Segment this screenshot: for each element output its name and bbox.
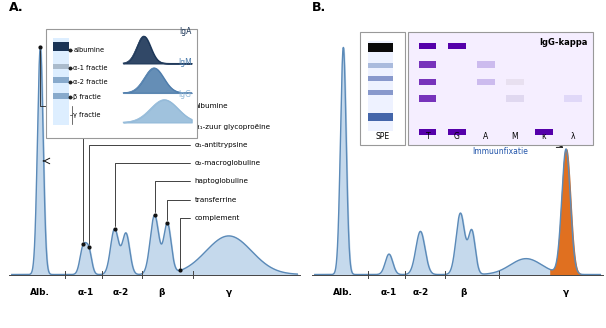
Text: IgM: IgM	[178, 58, 191, 67]
Bar	[419, 61, 436, 68]
Bar	[419, 129, 436, 135]
Bar	[477, 79, 494, 86]
Bar	[368, 113, 393, 121]
Text: β: β	[460, 288, 467, 297]
Text: A.: A.	[9, 1, 24, 14]
Bar	[53, 77, 69, 83]
Text: γ: γ	[563, 288, 569, 297]
Bar	[506, 79, 524, 86]
Text: G: G	[454, 132, 460, 140]
Bar	[46, 29, 198, 138]
Bar	[53, 93, 69, 99]
Text: α-1: α-1	[381, 288, 397, 297]
Bar	[408, 31, 593, 145]
Text: α-2 fractie: α-2 fractie	[73, 79, 108, 85]
Text: Alb.: Alb.	[30, 288, 50, 297]
Text: α-1: α-1	[78, 288, 94, 297]
Text: A: A	[483, 132, 488, 140]
Text: α₁-zuur glycoproëine: α₁-zuur glycoproëine	[195, 124, 270, 130]
Text: M-proteïne: M-proteïne	[472, 100, 513, 109]
Text: IgA: IgA	[179, 27, 191, 36]
Text: α-2: α-2	[412, 288, 428, 297]
Text: IgG-kappa: IgG-kappa	[539, 38, 587, 47]
Text: λ: λ	[571, 132, 575, 140]
Bar	[419, 79, 436, 86]
Bar	[448, 129, 465, 135]
Text: M: M	[511, 132, 518, 140]
Text: α₂-macroglobuline: α₂-macroglobuline	[195, 160, 261, 166]
Text: α-2: α-2	[112, 288, 128, 297]
Text: β: β	[159, 288, 165, 297]
Bar	[535, 129, 553, 135]
Text: B.: B.	[312, 1, 326, 14]
Text: SPE: SPE	[376, 132, 390, 140]
Bar	[477, 61, 494, 68]
Bar	[448, 43, 465, 50]
Text: κ: κ	[542, 132, 546, 140]
Text: transferrine: transferrine	[195, 196, 237, 203]
Bar	[368, 76, 393, 81]
Text: α-1 fractie: α-1 fractie	[73, 65, 108, 71]
Text: Immuunfixatie: Immuunfixatie	[473, 147, 528, 156]
Text: albumine: albumine	[73, 47, 104, 52]
Text: β fractie: β fractie	[73, 94, 101, 100]
Text: albumine: albumine	[195, 103, 228, 110]
Bar	[564, 95, 582, 102]
Bar	[506, 95, 524, 102]
Text: IgG: IgG	[179, 90, 191, 98]
Text: 15% van totaal eiwit: 15% van totaal eiwit	[472, 116, 551, 125]
Text: α₁-antitrypsine: α₁-antitrypsine	[195, 142, 248, 148]
Bar	[419, 95, 436, 102]
Bar	[53, 42, 69, 51]
Text: T: T	[425, 132, 430, 140]
Bar	[419, 43, 436, 50]
Text: γ fractie: γ fractie	[73, 112, 101, 117]
Bar	[368, 41, 393, 132]
Text: haptoglobuline: haptoglobuline	[195, 178, 248, 184]
Bar	[53, 64, 69, 69]
Bar	[368, 90, 393, 95]
Text: γ: γ	[225, 288, 232, 297]
Bar	[368, 63, 393, 68]
Bar	[368, 43, 393, 51]
Text: complement: complement	[195, 215, 240, 221]
Bar	[53, 38, 69, 125]
Text: Alb.: Alb.	[333, 288, 353, 297]
Bar	[361, 31, 405, 145]
